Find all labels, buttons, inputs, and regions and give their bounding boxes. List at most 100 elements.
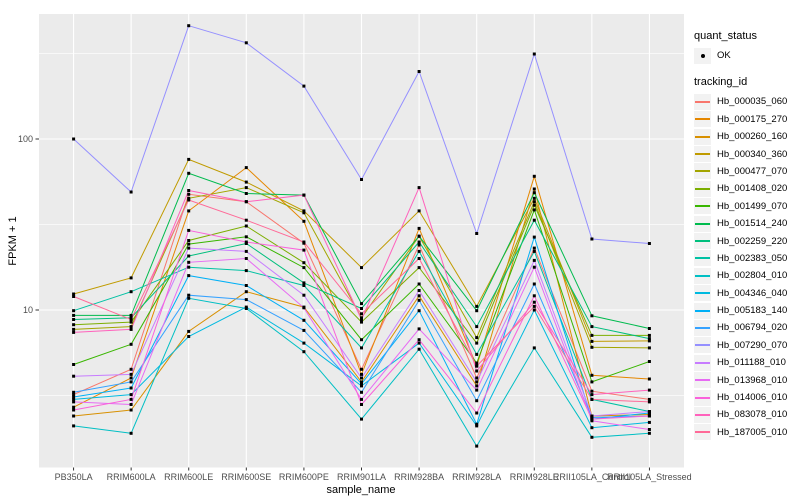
- legend-label: Hb_005183_140: [717, 305, 788, 317]
- legend-item-Hb_083078_010: Hb_083078_010: [694, 406, 798, 423]
- data-point: [475, 444, 479, 448]
- data-point: [647, 360, 651, 363]
- series-line-key-icon: [694, 93, 711, 110]
- legend-label-ok: OK: [717, 50, 731, 61]
- data-point: [417, 338, 421, 342]
- legend-item-Hb_000260_160: Hb_000260_160: [694, 128, 798, 145]
- x-tick-label: RRII105LA_Control: [553, 472, 631, 482]
- data-point: [532, 218, 536, 222]
- data-point: [590, 397, 594, 401]
- data-point: [647, 414, 651, 418]
- data-point: [590, 389, 594, 393]
- data-point: [647, 333, 651, 337]
- data-point: [475, 336, 479, 340]
- legend-label: Hb_007290_070: [717, 339, 788, 351]
- tracking-id-legend-items: Hb_000035_060 Hb_000175_270 Hb_000260_160 H…: [694, 93, 798, 441]
- data-point: [590, 325, 594, 329]
- data-point: [647, 400, 651, 404]
- data-point: [129, 431, 133, 435]
- data-point: [532, 187, 536, 191]
- data-point: [72, 318, 76, 321]
- legend-label: Hb_002259_220: [717, 235, 788, 247]
- x-tick-label: PB350LA: [55, 472, 93, 482]
- series-line-key-icon: [694, 319, 711, 336]
- data-point: [532, 200, 536, 204]
- data-point: [647, 346, 651, 350]
- data-point: [590, 237, 594, 241]
- legend-item-Hb_001499_070: Hb_001499_070: [694, 198, 798, 215]
- legend-label: Hb_013968_010: [717, 374, 788, 386]
- data-point: [302, 350, 306, 354]
- legend-label: Hb_000340_360: [717, 148, 788, 160]
- data-point: [475, 352, 479, 356]
- data-point: [417, 294, 421, 298]
- data-point: [417, 289, 421, 292]
- data-point: [187, 228, 191, 232]
- data-point: [360, 338, 363, 342]
- data-point: [475, 388, 479, 392]
- data-point: [590, 435, 594, 439]
- ok-point-key-icon: [694, 47, 711, 64]
- data-point: [302, 193, 306, 197]
- legend-item-Hb_001514_240: Hb_001514_240: [694, 215, 798, 232]
- data-point: [244, 41, 248, 45]
- data-point: [475, 361, 479, 365]
- series-line-key-icon: [694, 267, 711, 284]
- data-point: [244, 200, 248, 204]
- data-point: [360, 367, 363, 371]
- data-point: [532, 294, 536, 298]
- data-point: [360, 403, 363, 406]
- series-line-key-icon: [694, 372, 711, 389]
- data-point: [244, 284, 248, 287]
- data-point: [475, 380, 479, 384]
- legend-label: Hb_006794_020: [717, 322, 788, 334]
- data-point: [244, 180, 248, 184]
- legend-item-Hb_005183_140: Hb_005183_140: [694, 302, 798, 319]
- data-point: [187, 293, 191, 297]
- data-point: [302, 211, 306, 215]
- data-point: [72, 408, 76, 412]
- x-tick-label: RRIM928BA: [394, 472, 444, 482]
- data-point: [187, 296, 191, 300]
- legend-title-tracking-id: tracking_id: [694, 76, 748, 89]
- data-point: [187, 265, 191, 269]
- data-point: [647, 431, 651, 435]
- x-tick-label: RRIM901LA: [337, 472, 386, 482]
- data-point: [129, 376, 133, 380]
- data-point: [72, 405, 76, 409]
- data-point: [129, 403, 133, 406]
- data-point: [302, 219, 306, 223]
- data-point: [532, 258, 536, 262]
- data-point: [187, 24, 191, 28]
- data-point: [302, 240, 306, 244]
- data-point: [187, 189, 191, 192]
- data-point: [532, 196, 536, 200]
- data-point: [244, 269, 248, 273]
- legend-label: Hb_002383_050: [717, 252, 788, 264]
- data-point: [187, 329, 191, 333]
- x-tick-label: RRII105LA_Stressed: [607, 472, 692, 482]
- data-point: [129, 318, 133, 321]
- legend: quant_status OK tracking_id Hb_000035_06…: [694, 30, 798, 441]
- data-point: [244, 192, 248, 195]
- data-point: [187, 157, 191, 161]
- y-axis-title: FPKM + 1: [7, 216, 19, 265]
- data-point: [187, 209, 191, 213]
- data-point: [532, 249, 536, 253]
- data-point: [417, 266, 421, 270]
- data-point: [417, 309, 421, 313]
- data-point: [129, 397, 133, 401]
- series-line-key-icon: [694, 354, 711, 371]
- data-point: [590, 333, 594, 337]
- data-point: [475, 369, 479, 373]
- legend-item-Hb_007290_070: Hb_007290_070: [694, 337, 798, 354]
- data-point: [360, 382, 363, 386]
- data-point: [417, 243, 421, 247]
- series-line-key-icon: [694, 302, 711, 319]
- data-point: [417, 249, 421, 253]
- data-point: [360, 178, 363, 181]
- data-point: [590, 314, 594, 318]
- data-point: [129, 320, 133, 324]
- data-point: [302, 261, 306, 265]
- legend-label: Hb_004346_040: [717, 287, 788, 299]
